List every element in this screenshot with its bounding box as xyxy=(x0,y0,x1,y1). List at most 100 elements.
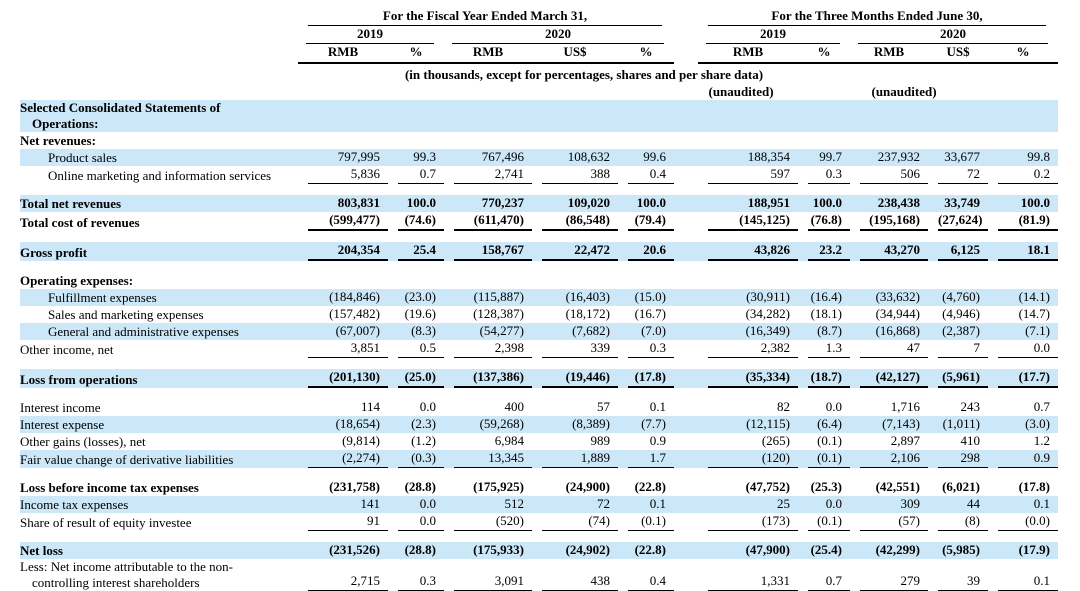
table-row: General and administrative expenses (67,0… xyxy=(20,323,1059,340)
cell-value: (59,268) xyxy=(479,416,524,431)
unit-header: % xyxy=(388,44,444,64)
unit-header: RMB xyxy=(698,44,799,64)
spacer-row xyxy=(20,531,1058,542)
row-label: Operating expenses: xyxy=(20,273,134,288)
cell-value xyxy=(928,272,988,289)
cell-value: (81.9) xyxy=(988,212,1059,231)
cell-value: (18,172) xyxy=(565,306,610,321)
table-row: Interest expense (18,654) (2.3) (59,268) (8,… xyxy=(20,416,1059,433)
cell-value: 72 xyxy=(597,496,610,511)
group-gap xyxy=(674,399,698,416)
cell-value: 0.7 xyxy=(388,166,444,184)
cell-value: 18.1 xyxy=(988,242,1059,261)
cell-value: 1.7 xyxy=(618,450,675,468)
cell-value: 100.0 xyxy=(1020,195,1051,210)
row-label: Net loss xyxy=(20,543,63,558)
group-gap xyxy=(674,450,698,468)
cell-value: 1.2 xyxy=(1033,433,1051,448)
cell-value: (175,933) xyxy=(473,542,524,557)
cell-value: 7 xyxy=(928,340,989,358)
units-note: (in thousands, except for percentages, s… xyxy=(404,67,764,82)
cell-value xyxy=(444,132,532,149)
period-header-label: For the Three Months Ended June 30, xyxy=(708,8,1047,26)
cell-value: (157,482) xyxy=(329,306,380,321)
row-label: Income tax expenses xyxy=(20,497,129,512)
cell-value: (28.8) xyxy=(404,542,436,557)
table-row: Other income, net 3,851 0.5 2,398 339 0.3 2,38… xyxy=(20,340,1059,358)
table-row: Fulfillment expenses (184,846) (23.0) (115,… xyxy=(20,289,1059,306)
cell-value: 0.4 xyxy=(618,166,675,184)
cell-value xyxy=(928,132,988,149)
cell-value: 100.0 xyxy=(406,195,436,210)
cell-value xyxy=(798,100,850,132)
cell-value: (47,752) xyxy=(745,479,791,494)
group-gap xyxy=(674,212,698,231)
group-gap xyxy=(674,132,698,149)
label-col-spacer xyxy=(20,8,298,26)
cell-value: (24,902) xyxy=(565,542,610,557)
cell-value: (25.4) xyxy=(810,542,843,557)
cell-value: 2,897 xyxy=(890,433,921,448)
table-row: Net revenues: xyxy=(20,132,1058,149)
spacer-row xyxy=(20,358,1058,369)
table-row: Loss before income tax expenses (231,758)… xyxy=(20,479,1058,496)
group-gap xyxy=(674,8,698,26)
cell-value xyxy=(798,132,850,149)
cell-value: 309 xyxy=(900,496,921,511)
cell-value: (7.7) xyxy=(641,416,667,431)
year-fy-2019: 2019 xyxy=(298,26,444,44)
units-note-row: (in thousands, except for percentages, s… xyxy=(20,63,1058,84)
cell-value: (33,632) xyxy=(875,289,921,304)
cell-value: 91 xyxy=(298,513,388,531)
cell-value: (1.2) xyxy=(411,433,436,448)
cell-value: (22.8) xyxy=(634,479,667,494)
unit-header: RMB xyxy=(298,44,388,64)
cell-value: (175,925) xyxy=(473,479,524,494)
cell-value: (28.8) xyxy=(404,479,436,494)
period-header-fiscal-year: For the Fiscal Year Ended March 31, xyxy=(298,8,674,26)
cell-value: (5,985) xyxy=(942,542,981,557)
row-label: Interest income xyxy=(20,400,101,415)
cell-value: 506 xyxy=(850,166,929,184)
cell-value: (2,387) xyxy=(942,323,981,338)
table-row: Total net revenues 803,831 100.0 770,237 109… xyxy=(20,195,1059,212)
cell-value: (18.1) xyxy=(810,306,843,321)
cell-value: 6,984 xyxy=(494,433,524,448)
cell-value: (2.3) xyxy=(411,416,436,431)
cell-value: (137,386) xyxy=(444,369,532,388)
cell-value: (231,758) xyxy=(329,479,380,494)
group-gap xyxy=(674,84,698,100)
cell-value: 767,496 xyxy=(481,149,524,164)
cell-value: (23.0) xyxy=(404,289,436,304)
cell-value: (231,526) xyxy=(329,542,380,557)
cell-value: 0.5 xyxy=(388,340,444,358)
cell-value: 1,716 xyxy=(890,399,921,414)
cell-value: (18.7) xyxy=(798,369,851,388)
cell-value: 0.7 xyxy=(1033,399,1051,414)
spacer-row xyxy=(20,231,1058,242)
cell-value: 0.9 xyxy=(649,433,667,448)
cell-value: (19,446) xyxy=(532,369,618,388)
cell-value: (17.8) xyxy=(1018,479,1051,494)
financial-table: For the Fiscal Year Ended March 31, For … xyxy=(20,8,1059,591)
cell-value: 0.0 xyxy=(419,399,436,414)
cell-value: 1.3 xyxy=(798,340,851,358)
cell-value: (8,389) xyxy=(572,416,610,431)
cell-value: (0.0) xyxy=(988,513,1059,531)
cell-value: 1,889 xyxy=(532,450,618,468)
cell-value xyxy=(698,100,798,132)
cell-value: 2,106 xyxy=(850,450,929,468)
cell-value: 141 xyxy=(360,496,381,511)
cell-value: (30,911) xyxy=(746,289,791,304)
cell-value xyxy=(618,132,674,149)
cell-value: 597 xyxy=(698,166,799,184)
group-gap xyxy=(674,542,698,559)
row-label: Total cost of revenues xyxy=(20,215,140,230)
unaudited-note: (unaudited) xyxy=(871,84,937,99)
cell-value: 803,831 xyxy=(337,195,380,210)
cell-value xyxy=(988,132,1058,149)
cell-value: (34,282) xyxy=(745,306,791,321)
cell-value: 0.1 xyxy=(1033,496,1051,511)
cell-value xyxy=(388,100,444,132)
table-row: Operating expenses: xyxy=(20,272,1058,289)
